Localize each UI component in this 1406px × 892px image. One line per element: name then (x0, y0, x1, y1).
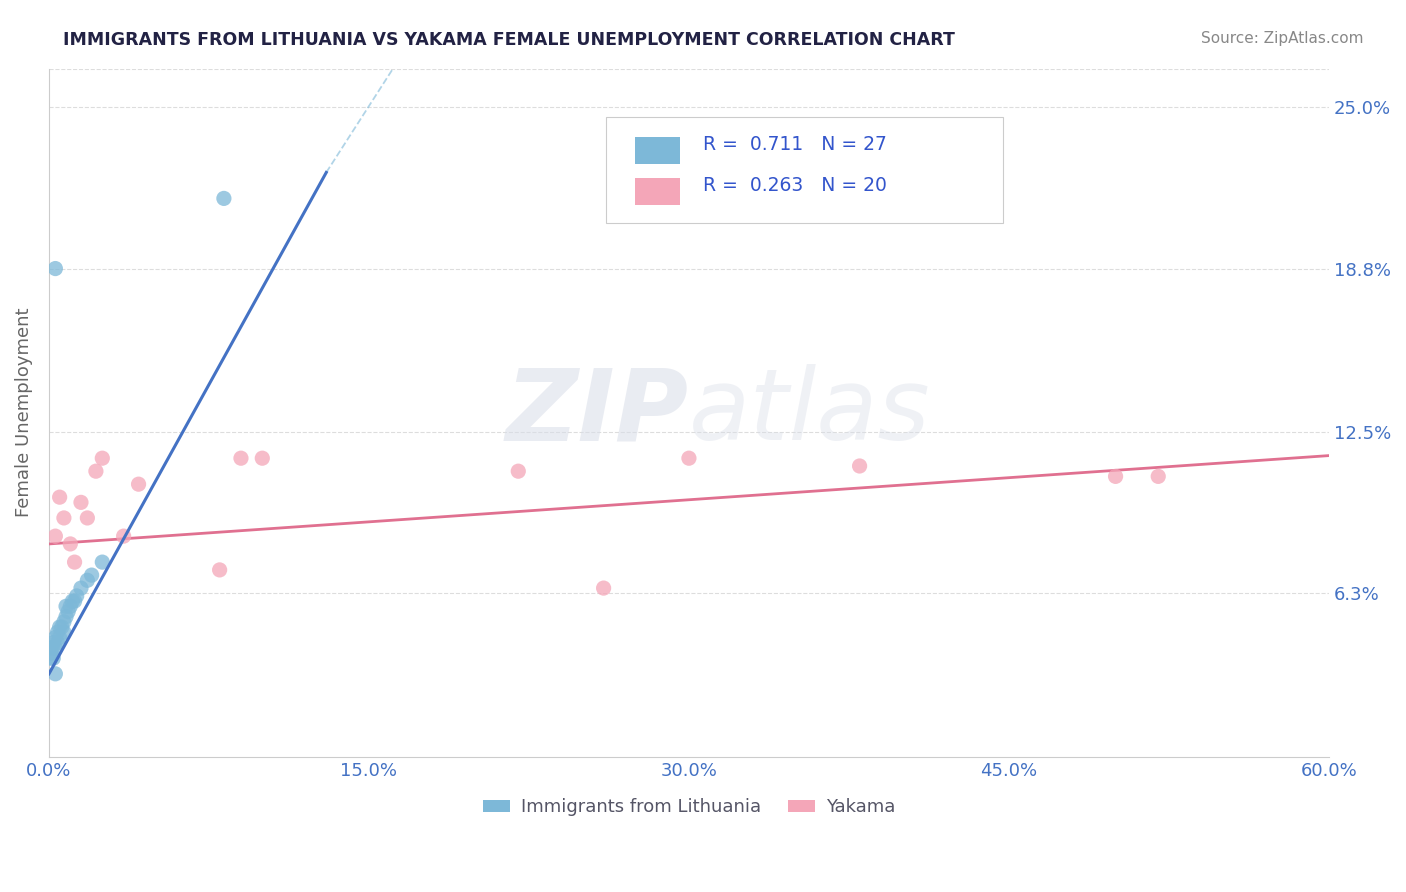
FancyBboxPatch shape (636, 137, 681, 163)
Point (63, 594, 86, 608)
Point (59, 537, 82, 551)
Point (44, 529, 66, 543)
Point (46, 625, 69, 640)
Text: R =  0.711   N = 27: R = 0.711 N = 27 (703, 135, 887, 153)
Point (592, 581, 614, 595)
Point (52, 625, 75, 640)
Point (128, 477, 150, 491)
Point (42, 651, 65, 665)
Legend: Immigrants from Lithuania, Yakama: Immigrants from Lithuania, Yakama (475, 791, 903, 823)
Point (59, 599, 82, 614)
Point (44, 640, 66, 655)
Text: IMMIGRANTS FROM LITHUANIA VS YAKAMA FEMALE UNEMPLOYMENT CORRELATION CHART: IMMIGRANTS FROM LITHUANIA VS YAKAMA FEMA… (63, 31, 955, 49)
Point (91, 555, 114, 569)
Point (55, 609, 77, 624)
Point (76, 574, 98, 588)
Point (212, 191, 235, 205)
Point (44, 261, 66, 276)
Point (44, 631, 66, 645)
Text: atlas: atlas (689, 364, 931, 461)
Point (44, 666, 66, 681)
Point (52, 511, 75, 525)
Point (70, 581, 93, 595)
Point (84, 464, 107, 478)
Point (112, 529, 135, 543)
Point (63, 555, 86, 569)
Point (51, 620, 73, 634)
Y-axis label: Female Unemployment: Female Unemployment (15, 308, 32, 517)
Point (508, 464, 530, 478)
FancyBboxPatch shape (636, 178, 681, 205)
Point (39, 646, 62, 660)
Point (1147, 469, 1170, 483)
Text: R =  0.263   N = 20: R = 0.263 N = 20 (703, 176, 887, 195)
Point (48, 490, 70, 504)
Text: Source: ZipAtlas.com: Source: ZipAtlas.com (1201, 31, 1364, 46)
Point (848, 458, 870, 473)
Point (62, 594, 84, 608)
Point (678, 451, 700, 466)
Point (48, 620, 70, 634)
Point (46, 635, 69, 649)
Point (252, 451, 274, 466)
Point (66, 589, 89, 603)
Point (39, 651, 62, 665)
Point (1104, 469, 1126, 483)
Text: ZIP: ZIP (506, 364, 689, 461)
Point (41, 640, 63, 655)
Point (80, 568, 103, 582)
Point (91, 451, 114, 466)
FancyBboxPatch shape (606, 117, 1002, 223)
Point (55, 599, 77, 614)
Point (56, 605, 79, 619)
Point (70, 495, 93, 509)
Point (42, 635, 65, 649)
Point (48, 631, 70, 645)
Point (76, 511, 98, 525)
Point (229, 451, 252, 466)
Point (208, 563, 231, 577)
Point (52, 615, 75, 629)
